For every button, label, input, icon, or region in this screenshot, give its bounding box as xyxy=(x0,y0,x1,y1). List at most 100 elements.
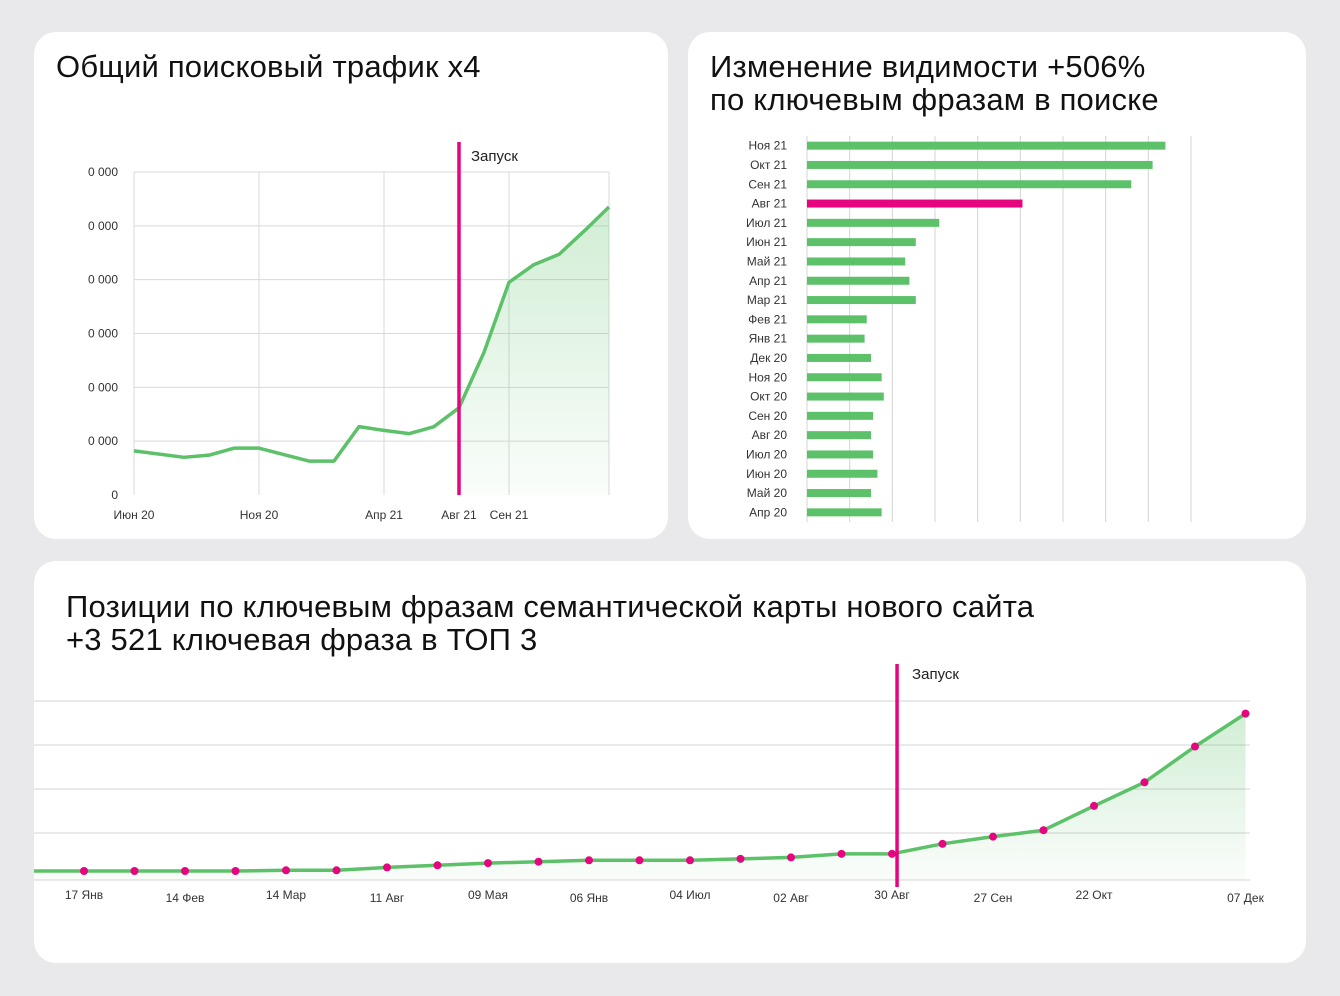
traffic-card: Общий поисковый трафик х4 0 0 000 0 000 0 0… xyxy=(34,32,668,539)
x-tick-label: Сен 21 xyxy=(490,508,529,522)
category-label: Мар 21 xyxy=(747,293,787,307)
category-label: Дек 20 xyxy=(750,351,787,365)
x-tick-label: Ноя 20 xyxy=(240,508,279,522)
data-point xyxy=(484,859,492,868)
data-point xyxy=(736,854,745,863)
data-point xyxy=(1140,778,1149,787)
visibility-bar-chart: Ноя 21 Окт 21 Сен 21 Авг 21 Июл 21 Июн 21 Май … xyxy=(746,136,1192,522)
data-point xyxy=(837,849,846,858)
category-label: Авг 21 xyxy=(752,197,788,211)
y-tick-label: 0 000 xyxy=(88,165,118,179)
bar xyxy=(807,489,871,498)
x-tick-label: 02 Авг xyxy=(773,891,809,905)
data-point xyxy=(332,866,341,875)
x-tick-label: Июн 20 xyxy=(114,508,155,522)
category-label: Май 21 xyxy=(747,254,788,268)
category-label: Июл 21 xyxy=(746,216,787,230)
data-point xyxy=(1039,826,1048,835)
x-tick-label: 11 Авг xyxy=(370,891,405,905)
data-point xyxy=(888,849,896,858)
data-point xyxy=(1191,742,1199,751)
traffic-title: Общий поисковый трафик х4 xyxy=(56,49,481,84)
data-point xyxy=(938,839,947,848)
x-tick-label: 27 Сен xyxy=(974,891,1013,905)
data-point xyxy=(585,856,593,865)
x-tick-label: 09 Мая xyxy=(468,888,508,902)
bar xyxy=(807,334,865,343)
data-point xyxy=(686,856,694,865)
category-label: Июн 21 xyxy=(746,235,787,249)
data-point xyxy=(181,867,189,875)
category-label: Окт 21 xyxy=(750,158,787,172)
data-point xyxy=(989,832,997,841)
category-label: Ноя 21 xyxy=(748,139,787,153)
positions-card: Позиции по ключевым фразам семантической… xyxy=(34,561,1306,963)
bar xyxy=(807,276,910,285)
bar xyxy=(807,450,874,459)
area-fill xyxy=(34,713,1246,880)
data-point xyxy=(635,856,644,865)
x-tick-label: 04 Июл xyxy=(669,888,710,902)
bar xyxy=(807,315,867,324)
x-tick-label: 30 Авг xyxy=(874,888,910,902)
x-tick-label: 22 Окт xyxy=(1076,888,1113,902)
data-point xyxy=(1241,709,1250,718)
x-tick-label: 14 Фев xyxy=(166,891,205,905)
category-label: Сен 20 xyxy=(748,409,787,423)
visibility-title: Изменение видимости +506% по ключевым фр… xyxy=(710,49,1159,117)
data-point xyxy=(80,867,88,875)
bar xyxy=(807,199,1023,208)
bar xyxy=(807,431,871,440)
bar xyxy=(807,411,874,420)
bar xyxy=(807,296,916,305)
positions-line-chart: Запуск 17 Янв 14 Фев 14 Мар 11 Авг 09 Мая 06 Я… xyxy=(34,664,1265,905)
y-tick-label: 0 xyxy=(111,488,118,502)
data-point xyxy=(1090,801,1098,810)
bar xyxy=(807,353,871,362)
bar xyxy=(807,238,916,247)
y-tick-label: 0 000 xyxy=(88,219,118,233)
category-label: Май 20 xyxy=(747,486,788,500)
launch-annotation-label: Запуск xyxy=(471,148,518,165)
y-tick-label: 0 000 xyxy=(88,434,118,448)
traffic-series-line xyxy=(133,205,611,463)
bar xyxy=(807,508,882,517)
bar xyxy=(807,180,1132,189)
data-point xyxy=(534,857,543,866)
category-label: Ноя 20 xyxy=(748,370,787,384)
x-tick-label: Авг 21 xyxy=(441,508,477,522)
x-tick-label: 17 Янв xyxy=(65,888,103,902)
category-label: Окт 20 xyxy=(750,390,787,404)
category-label: Сен 21 xyxy=(748,177,787,191)
data-point xyxy=(130,867,139,875)
data-point xyxy=(231,867,240,875)
bar xyxy=(807,373,882,382)
data-point xyxy=(282,866,290,875)
area-fill xyxy=(459,206,609,495)
bar xyxy=(807,218,940,227)
data-point xyxy=(787,853,795,862)
visibility-card: Изменение видимости +506% по ключевым фр… xyxy=(688,32,1306,539)
x-tick-label: 06 Янв xyxy=(570,891,608,905)
y-tick-label: 0 000 xyxy=(88,273,118,287)
y-tick-label: 0 000 xyxy=(88,380,118,394)
bar xyxy=(807,392,884,401)
category-label: Июн 20 xyxy=(746,467,787,481)
traffic-line-chart: 0 0 000 0 000 0 000 0 000 0 000 0 000 Июн 20 Ноя… xyxy=(88,142,611,522)
bar xyxy=(807,160,1153,169)
bar xyxy=(807,141,1166,150)
data-point xyxy=(383,863,391,872)
category-label: Фев 21 xyxy=(748,312,787,326)
category-label: Июл 20 xyxy=(746,447,787,461)
category-label: Авг 20 xyxy=(752,428,788,442)
x-tick-label: 07 Дек xyxy=(1227,891,1264,905)
positions-title: Позиции по ключевым фразам семантической… xyxy=(66,589,1035,657)
bar xyxy=(807,257,906,266)
launch-annotation-label: Запуск xyxy=(912,666,959,683)
category-label: Янв 21 xyxy=(749,332,788,346)
x-tick-label: 14 Мар xyxy=(266,888,306,902)
category-label: Апр 21 xyxy=(749,274,787,288)
category-label: Апр 20 xyxy=(749,505,787,519)
bar xyxy=(807,469,878,478)
data-point xyxy=(433,861,442,870)
